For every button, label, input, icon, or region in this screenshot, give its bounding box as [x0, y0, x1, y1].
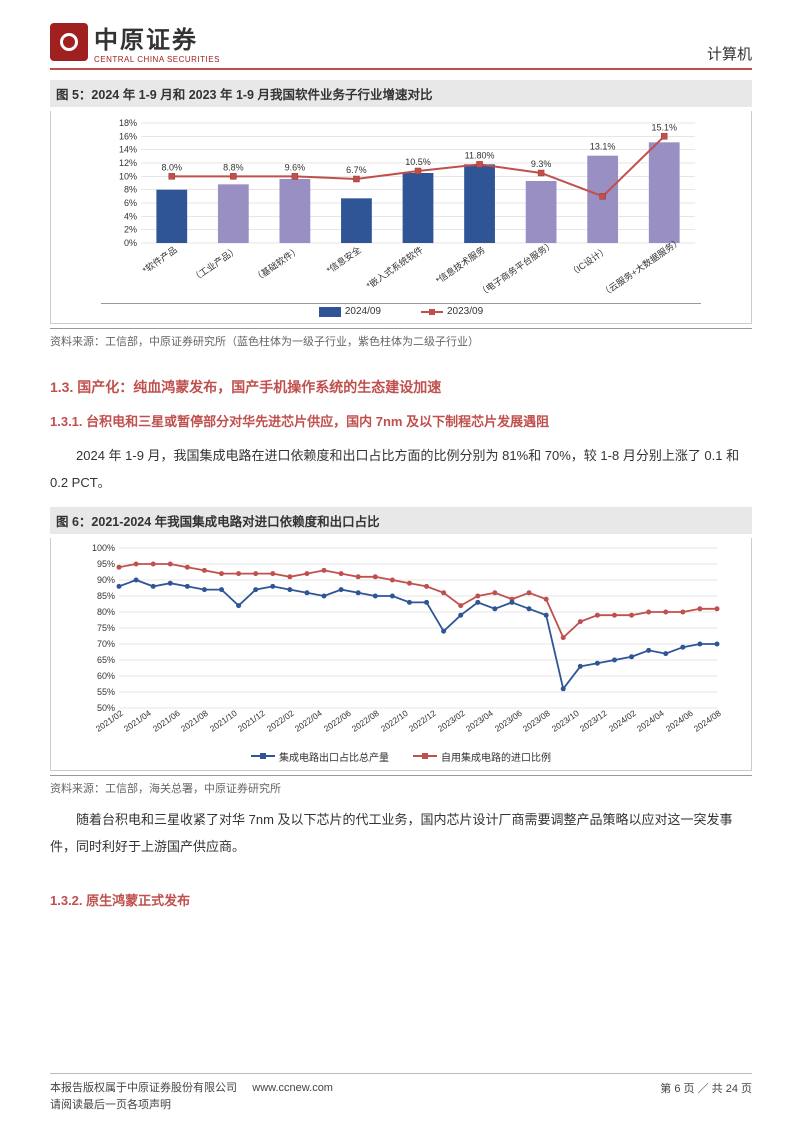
- chart1-x-labels: *软件产品（工业产品）（基础软件）*信息安全*嵌入式系统软件*信息技术服务（电子…: [141, 243, 695, 299]
- chart1-legend: 2024/09 2023/09: [101, 303, 701, 317]
- svg-text:9.3%: 9.3%: [531, 159, 552, 169]
- logo-icon: [50, 23, 88, 61]
- svg-text:9.6%: 9.6%: [285, 162, 306, 172]
- para-1-3-1: 2024 年 1-9 月，我国集成电路在进口依赖度和出口占比方面的比例分别为 8…: [50, 442, 752, 497]
- legend-blue: 集成电路出口占比总产量: [251, 749, 389, 764]
- svg-text:80%: 80%: [97, 607, 115, 617]
- figure-5: 图 5：2024 年 1-9 月和 2023 年 1-9 月我国软件业务子行业增…: [50, 80, 752, 349]
- svg-text:18%: 18%: [119, 118, 137, 128]
- svg-text:6.7%: 6.7%: [346, 165, 367, 175]
- footer-url: www.ccnew.com: [252, 1082, 333, 1094]
- heading-1-3-2: 1.3.2. 原生鸿蒙正式发布: [50, 890, 752, 909]
- line-chart-svg: 50%55%60%65%70%75%80%85%90%95%100%: [119, 548, 717, 708]
- legend-2023: 2023/09: [421, 306, 483, 317]
- figure-5-source: 资料来源：工信部，中原证券研究所（蓝色柱体为一级子行业，紫色柱体为二级子行业）: [50, 328, 752, 349]
- footer-page-number: 第 6 页 ／ 共 24 页: [660, 1080, 752, 1115]
- logo-text-en: CENTRAL CHINA SECURITIES: [94, 55, 220, 64]
- figure-5-chart: 0% 2% 4% 6% 8% 10% 12% 14% 16% 18% 8.0% 8.8% 9.6% 6.7…: [50, 111, 752, 324]
- figure-5-title: 图 5：2024 年 1-9 月和 2023 年 1-9 月我国软件业务子行业增…: [50, 80, 752, 107]
- logo: 中原证券 CENTRAL CHINA SECURITIES: [50, 20, 220, 64]
- bar-chart-svg: 0%2%4%6%8%10%12%14%16%18%8.0%8.8%9.6%6.7…: [141, 123, 695, 243]
- chart1-category-label: （云服务+大数据服务）: [599, 243, 672, 300]
- figure-6-title: 图 6：2021-2024 年我国集成电路对进口依赖度和出口占比: [50, 507, 752, 534]
- chart2-legend: 集成电路出口占比总产量 自用集成电路的进口比例: [81, 749, 721, 764]
- legend-2024-label: 2024/09: [345, 306, 381, 317]
- svg-text:14%: 14%: [119, 145, 137, 155]
- logo-text-cn: 中原证券: [94, 20, 220, 55]
- page-header: 中原证券 CENTRAL CHINA SECURITIES 计算机: [50, 20, 752, 70]
- svg-text:65%: 65%: [97, 655, 115, 665]
- svg-text:2%: 2%: [124, 225, 137, 235]
- chart1-category-label: （工业产品）: [168, 243, 241, 300]
- svg-text:70%: 70%: [97, 639, 115, 649]
- svg-text:60%: 60%: [97, 671, 115, 681]
- header-category: 计算机: [707, 43, 752, 64]
- svg-text:16%: 16%: [119, 131, 137, 141]
- svg-text:13.1%: 13.1%: [590, 142, 616, 152]
- svg-text:8.0%: 8.0%: [162, 162, 183, 172]
- page-footer: 本报告版权属于中原证券股份有限公司 www.ccnew.com 请阅读最后一页各…: [50, 1073, 752, 1115]
- heading-1-3: 1.3. 国产化：纯血鸿蒙发布，国产手机操作系统的生态建设加速: [50, 377, 752, 397]
- svg-text:4%: 4%: [124, 211, 137, 221]
- svg-text:10%: 10%: [119, 171, 137, 181]
- legend-bar-swatch: [319, 307, 341, 317]
- svg-text:8%: 8%: [124, 185, 137, 195]
- svg-text:12%: 12%: [119, 158, 137, 168]
- chart2-x-labels: 2021/022021/042021/062021/082021/102021/…: [119, 708, 717, 748]
- legend-2024: 2024/09: [319, 306, 381, 317]
- svg-text:10.5%: 10.5%: [405, 157, 431, 167]
- svg-text:90%: 90%: [97, 575, 115, 585]
- svg-text:85%: 85%: [97, 591, 115, 601]
- footer-copyright: 本报告版权属于中原证券股份有限公司: [50, 1082, 237, 1094]
- footer-disclaimer: 请阅读最后一页各项声明: [50, 1099, 171, 1111]
- svg-text:0%: 0%: [124, 238, 137, 248]
- legend-blue-label: 集成电路出口占比总产量: [279, 749, 389, 764]
- figure-6-chart: 50%55%60%65%70%75%80%85%90%95%100% 2021/…: [50, 538, 752, 771]
- svg-text:8.8%: 8.8%: [223, 162, 244, 172]
- svg-text:55%: 55%: [97, 687, 115, 697]
- svg-text:100%: 100%: [92, 543, 115, 553]
- svg-text:11.80%: 11.80%: [465, 150, 495, 160]
- legend-2023-label: 2023/09: [447, 306, 483, 317]
- legend-red-label: 自用集成电路的进口比例: [441, 749, 551, 764]
- para-after-fig6: 随着台积电和三星收紧了对华 7nm 及以下芯片的代工业务，国内芯片设计厂商需要调…: [50, 806, 752, 861]
- svg-text:75%: 75%: [97, 623, 115, 633]
- legend-red: 自用集成电路的进口比例: [413, 749, 551, 764]
- svg-text:6%: 6%: [124, 198, 137, 208]
- svg-text:15.1%: 15.1%: [651, 122, 677, 132]
- chart1-category-label: *嵌入式系统软件: [352, 243, 425, 300]
- figure-6-source: 资料来源：工信部，海关总署，中原证券研究所: [50, 775, 752, 796]
- svg-text:95%: 95%: [97, 559, 115, 569]
- chart1-category-label: *信息安全: [291, 243, 364, 300]
- heading-1-3-1: 1.3.1. 台积电和三星或暂停部分对华先进芯片供应，国内 7nm 及以下制程芯…: [50, 411, 752, 430]
- legend-line-swatch: [421, 311, 443, 313]
- figure-6: 图 6：2021-2024 年我国集成电路对进口依赖度和出口占比 50%55%6…: [50, 507, 752, 796]
